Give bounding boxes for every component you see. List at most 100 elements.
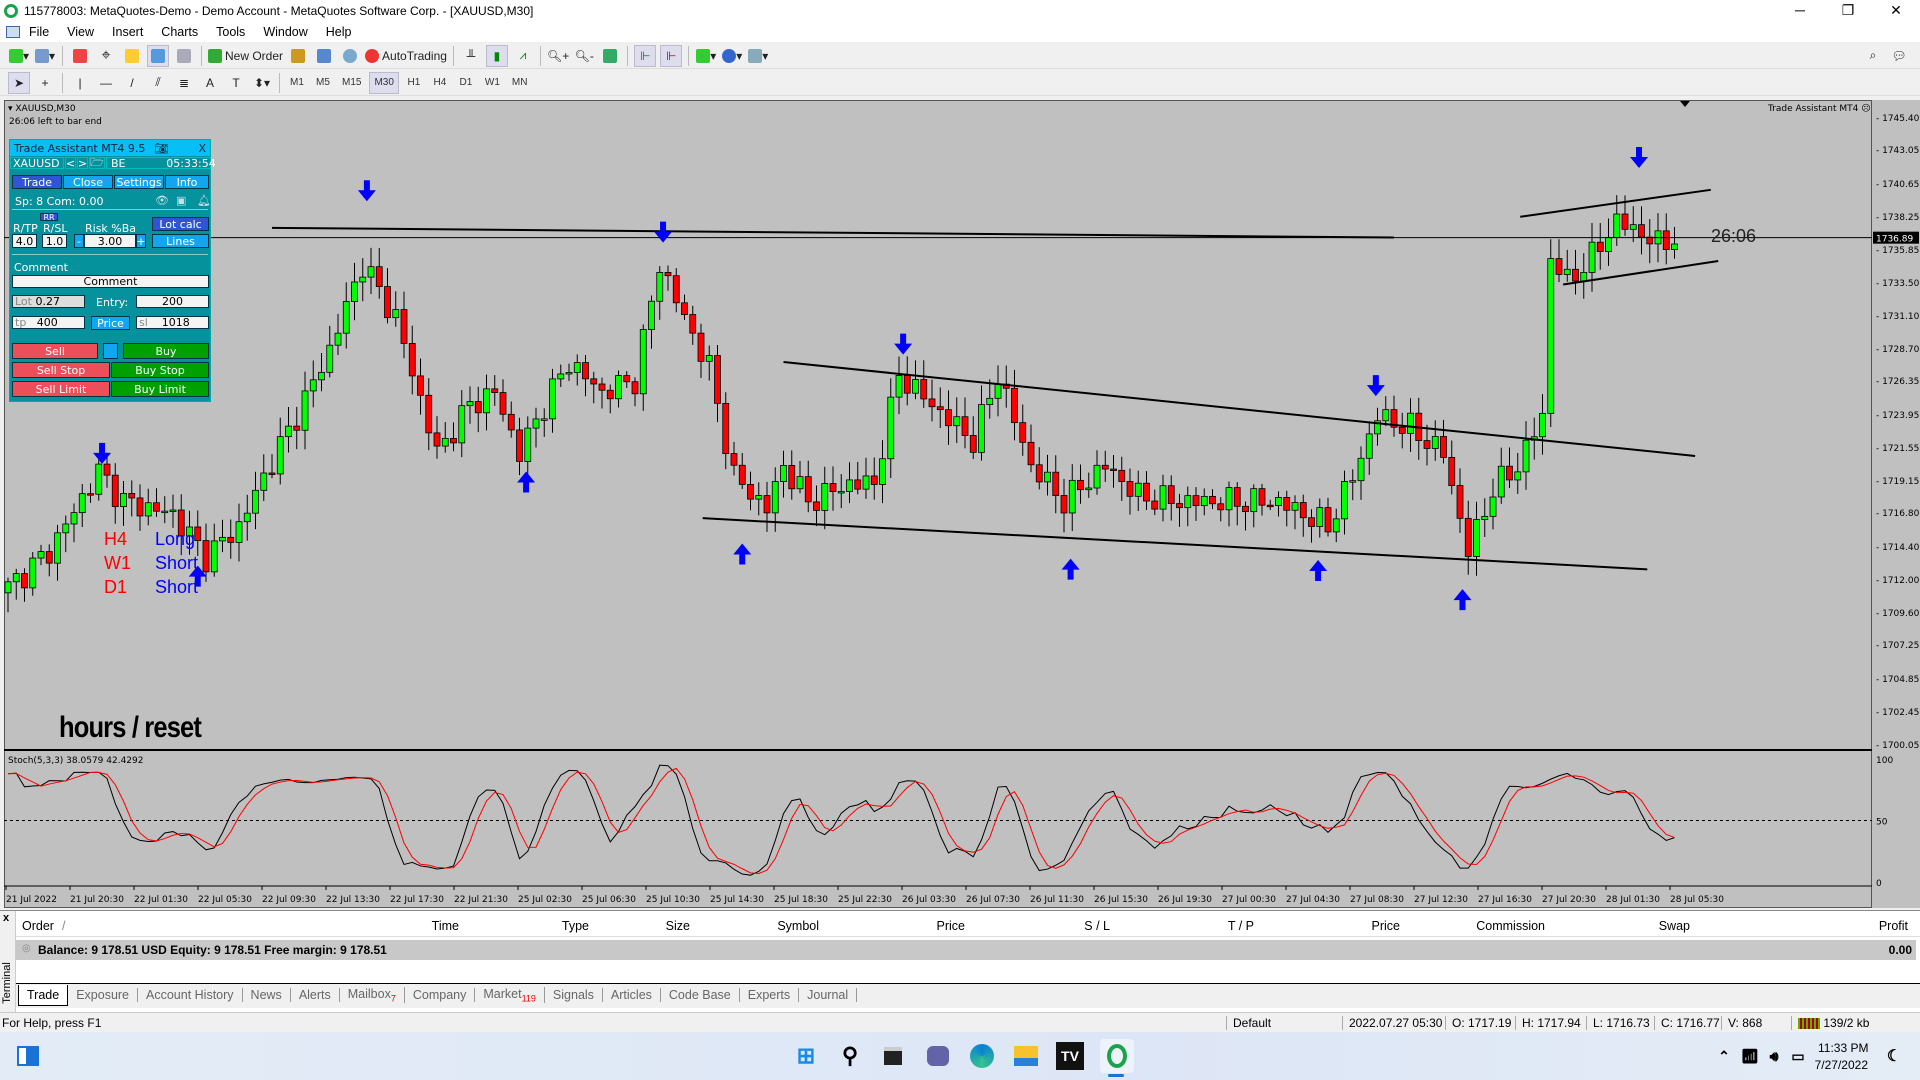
task-view-icon[interactable] [879,1042,907,1070]
entry-input[interactable]: 200 [136,295,209,308]
menu-file[interactable]: File [29,25,50,39]
col-commission[interactable]: Commission [1476,919,1545,933]
chart-window-icon[interactable] [6,26,20,38]
timeframe-h1[interactable]: H1 [407,77,421,88]
terminal-tab-articles[interactable]: Articles [603,988,661,1002]
terminal-tab-company[interactable]: Company [405,988,476,1002]
hours-reset-button[interactable]: hours / reset [59,711,202,744]
metatrader-taskbar-icon[interactable] [1100,1039,1134,1073]
eye-icon[interactable]: 👁︎ [155,194,169,207]
maximize-button[interactable]: ❐ [1841,2,1855,18]
folder-icon[interactable]: 🗁︎ [89,155,105,169]
zoom-in-button[interactable]: 🔍︎+ [546,48,570,63]
col-type[interactable]: Type [561,919,589,933]
clock-date[interactable]: 7/27/2022 [1814,1058,1868,1072]
col-tp[interactable]: T / P [1227,919,1254,933]
col-sl[interactable]: S / L [1084,919,1110,933]
search-icon[interactable]: ⚲ [841,1043,859,1068]
signals-button[interactable] [313,45,335,67]
periods-button[interactable]: ▾ [721,45,743,67]
chart-shift-button[interactable]: ⊩ [660,44,683,67]
line-chart-button[interactable]: ⩘ [519,48,527,62]
timeframe-m1[interactable]: M1 [290,77,304,88]
terminal-tab-trade[interactable]: Trade [18,984,69,1006]
menu-tools[interactable]: Tools [216,25,246,39]
equidistant-channel-tool[interactable]: ⫽ [155,75,161,89]
risk-increase-button[interactable]: + [136,234,146,248]
trade-assistant-header[interactable]: Trade Assistant MT4 9.5 📷︎ X [10,140,210,156]
tp-input[interactable]: tp 400 [12,316,85,329]
camera-icon[interactable]: 📷︎ [154,141,169,155]
tray-overflow-icon[interactable]: ⌃ [1718,1047,1730,1064]
focus-assist-icon[interactable]: ☾ [1886,1048,1902,1065]
terminal-tab-signals[interactable]: Signals [545,988,603,1002]
terminal-tab-code-base[interactable]: Code Base [661,988,740,1002]
new-chart-button[interactable]: ▾ [8,45,30,67]
prev-symbol-button[interactable]: < [65,156,76,170]
rtp-input[interactable]: 4.0 [12,234,37,248]
strategy-tester-button[interactable] [173,45,195,67]
tab-close[interactable]: Close [63,175,113,189]
crosshair-tool[interactable]: + [41,75,49,90]
chat-button[interactable]: 💬︎ [1891,48,1907,63]
col-swap[interactable]: Swap [1658,919,1690,933]
volume-icon[interactable]: 🔊︎ [1769,1047,1779,1064]
market-button[interactable] [339,45,361,67]
minimize-button[interactable]: ─ [1795,2,1805,18]
vertical-line-tool[interactable]: | [78,75,82,90]
menu-window[interactable]: Window [263,25,308,39]
arrows-tool[interactable]: ⬍▾ [253,75,271,90]
timeframe-w1[interactable]: W1 [484,77,500,88]
lines-button[interactable]: Lines [152,234,209,248]
menu-insert[interactable]: Insert [112,25,144,39]
col-time[interactable]: Time [431,919,459,933]
navigator-button[interactable] [121,45,143,67]
alarm-icon[interactable]: 🔔︎ [197,194,211,207]
timeframe-mn[interactable]: MN [511,77,528,88]
zoom-out-button[interactable]: 🔍︎- [574,48,594,63]
text-tool[interactable]: A [205,75,214,90]
indicators-button[interactable]: ▾ [695,45,717,67]
terminal-tab-account-history[interactable]: Account History [138,988,243,1002]
col-price[interactable]: Price [936,919,965,933]
col-symbol[interactable]: Symbol [777,919,819,933]
terminal-tab-news[interactable]: News [243,988,291,1002]
risk-decrease-button[interactable]: - [74,234,84,248]
toggle-button[interactable] [103,343,118,359]
lot-calc-button[interactable]: Lot calc [152,217,209,231]
sell-limit-button[interactable]: Sell Limit [12,381,110,397]
battery-icon[interactable]: ▭ [1791,1047,1805,1064]
price-button[interactable]: Price [91,316,130,330]
new-order-button[interactable]: New Order [208,45,283,67]
rsl-input[interactable]: 1.0 [42,234,67,248]
timeframe-m15[interactable]: M15 [342,77,362,88]
auto-scroll-button[interactable]: ⊩ [634,44,657,67]
start-button[interactable]: ⊞ [796,1043,816,1068]
terminal-close-button[interactable]: x [3,912,10,924]
terminal-tab-market[interactable]: Market119 [475,986,545,1004]
col-current-price[interactable]: Price [1371,919,1400,933]
buy-limit-button[interactable]: Buy Limit [111,381,209,397]
breakeven-button[interactable]: BE [106,157,170,170]
tab-settings[interactable]: Settings [114,175,164,189]
candlestick-button[interactable]: ▮ [485,44,508,67]
chart-window[interactable] [4,100,1872,908]
col-profit[interactable]: Profit [1878,919,1908,933]
sell-stop-button[interactable]: Sell Stop [12,362,110,378]
terminal-tab-experts[interactable]: Experts [740,988,800,1002]
next-symbol-button[interactable]: > [77,156,88,170]
metaeditor-button[interactable] [287,45,309,67]
tab-trade[interactable]: Trade [12,175,62,189]
teams-chat-icon[interactable] [924,1042,952,1070]
sl-input[interactable]: sl 1018 [136,316,209,329]
menu-view[interactable]: View [67,25,95,39]
close-panel-button[interactable]: X [198,141,206,155]
timeframe-h4[interactable]: H4 [433,77,447,88]
comment-input[interactable]: Comment [12,275,209,288]
terminal-button[interactable] [147,44,169,67]
timeframe-m30[interactable]: M30 [369,71,399,94]
market-watch-button[interactable] [69,45,91,67]
terminal-tab-exposure[interactable]: Exposure [68,988,139,1002]
buy-button[interactable]: Buy [123,343,209,359]
text-label-tool[interactable]: T [232,75,240,90]
